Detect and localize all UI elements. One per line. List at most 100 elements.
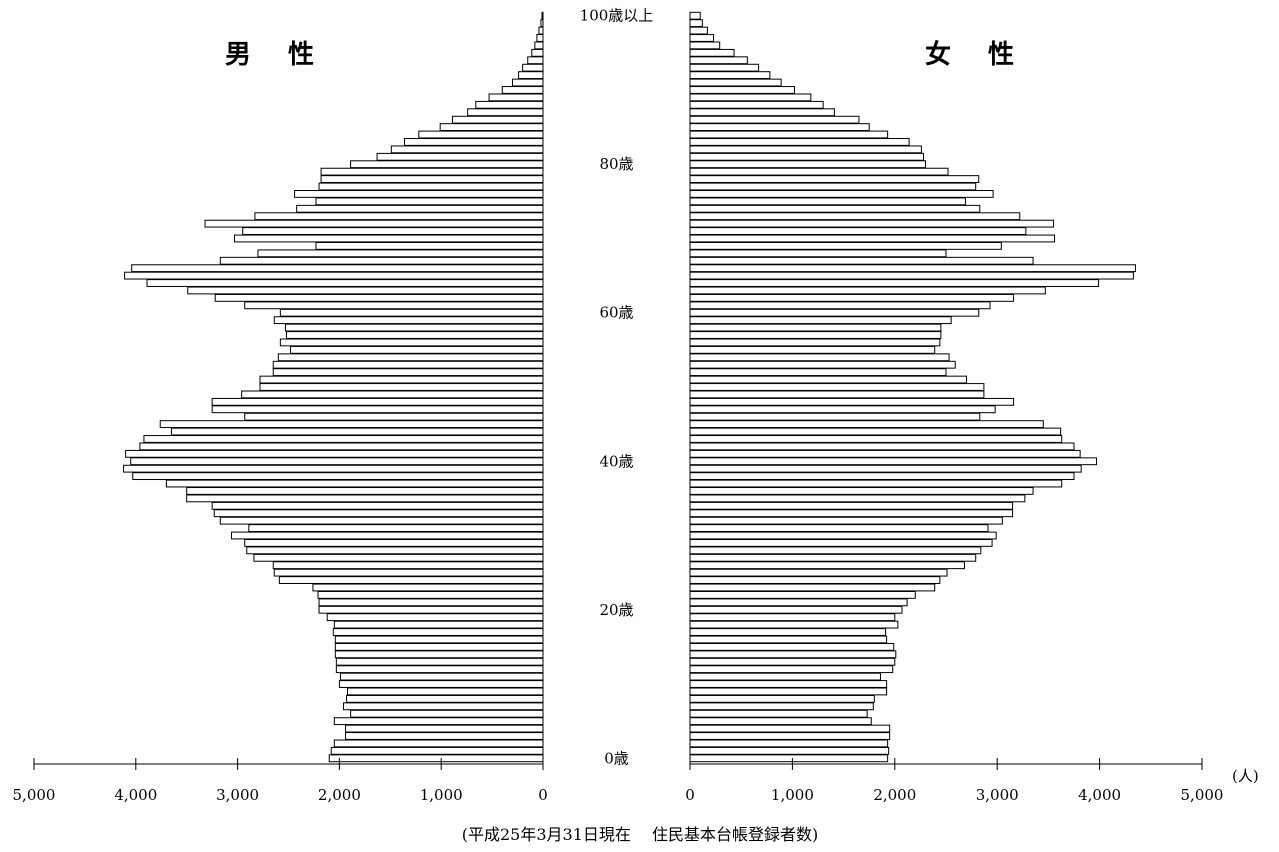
male-bar-age-30 — [230, 531, 544, 540]
female-bars — [689, 11, 1136, 763]
age-label-80: 80歳 — [599, 155, 633, 173]
female-bar-age-15 — [689, 642, 895, 651]
male-bar-age-62 — [214, 293, 544, 302]
female-bar-age-31 — [689, 524, 989, 532]
male-tick-label: 1,000 — [420, 786, 463, 804]
male-bar-age-24 — [278, 576, 544, 584]
female-bar-age-62 — [689, 293, 1015, 302]
female-bar-age-10 — [689, 680, 888, 688]
male-bar-age-32 — [219, 516, 544, 525]
female-bar-age-82 — [689, 145, 922, 154]
female-bar-age-55 — [689, 345, 936, 354]
male-bar-age-89 — [488, 93, 544, 102]
male-bar-age-8 — [346, 694, 544, 703]
male-bar-age-93 — [522, 63, 544, 72]
male-bar-age-76 — [294, 190, 544, 198]
female-bar-age-26 — [689, 561, 965, 570]
female-bar-age-9 — [689, 687, 888, 696]
male-bar-age-90 — [501, 86, 544, 94]
male-bar-age-36 — [186, 487, 544, 495]
age-label-60: 60歳 — [599, 304, 633, 322]
male-bar-age-55 — [290, 345, 544, 354]
female-bar-age-81 — [689, 152, 924, 161]
female-bar-age-2 — [689, 739, 889, 748]
female-bar-age-35 — [689, 494, 1026, 503]
male-bar-age-41 — [125, 449, 544, 458]
female-bar-age-22 — [689, 591, 916, 599]
male-bar-age-53 — [272, 360, 544, 369]
male-bar-age-52 — [272, 368, 544, 377]
female-bar-age-45 — [689, 420, 1044, 429]
male-bar-age-77 — [318, 182, 544, 191]
female-bar-age-42 — [689, 442, 1075, 451]
female-bar-age-57 — [689, 331, 942, 339]
male-bar-age-23 — [312, 583, 544, 592]
female-bar-age-83 — [689, 138, 910, 146]
male-tick-label: 4,000 — [114, 786, 157, 804]
female-bar-age-74 — [689, 204, 981, 213]
female-bar-age-71 — [689, 227, 1027, 235]
female-bar-age-98 — [689, 26, 708, 35]
female-bar-age-77 — [689, 182, 977, 191]
male-bar-age-4 — [345, 724, 544, 733]
female-bar-age-97 — [689, 34, 715, 42]
female-tick-label: 4,000 — [1078, 786, 1121, 804]
female-bar-age-0 — [689, 754, 889, 763]
female-bar-age-50 — [689, 383, 985, 391]
male-bar-age-72 — [204, 219, 544, 228]
female-bar-age-63 — [689, 286, 1046, 295]
male-bar-age-35 — [186, 494, 544, 503]
female-bar-age-30 — [689, 531, 997, 540]
female-title: 女 性 — [925, 39, 1028, 70]
male-bar-age-81 — [376, 152, 544, 161]
male-bar-age-39 — [123, 464, 544, 473]
female-bar-age-33 — [689, 509, 1014, 518]
male-bar-age-0 — [328, 754, 544, 763]
male-bar-age-96 — [534, 41, 544, 50]
male-bar-age-80 — [350, 160, 544, 169]
male-bar-age-92 — [518, 71, 544, 80]
female-bar-age-17 — [689, 628, 887, 636]
female-tick-label: 0 — [685, 786, 695, 804]
female-bar-age-80 — [689, 160, 927, 169]
male-bar-age-3 — [345, 732, 544, 740]
male-bar-age-45 — [159, 420, 544, 429]
male-bar-age-70 — [234, 234, 544, 243]
male-bar-age-25 — [273, 568, 544, 577]
female-bar-age-95 — [689, 48, 735, 57]
male-bar-age-6 — [350, 709, 544, 718]
female-bar-age-94 — [689, 56, 748, 65]
male-bar-age-44 — [170, 427, 544, 436]
female-bar-age-39 — [689, 464, 1082, 473]
male-bar-age-18 — [333, 620, 544, 629]
female-bar-age-51 — [689, 375, 967, 384]
female-bar-age-43 — [689, 435, 1063, 443]
male-bar-age-16 — [334, 635, 544, 644]
female-bar-age-19 — [689, 613, 896, 622]
male-bar-age-26 — [272, 561, 544, 570]
male-bar-age-83 — [404, 138, 544, 146]
age-label-40: 40歳 — [599, 452, 633, 470]
female-bar-age-90 — [689, 86, 795, 94]
male-bar-age-91 — [511, 78, 544, 87]
female-bar-age-79 — [689, 167, 949, 176]
female-bar-age-93 — [689, 63, 760, 72]
male-bars — [123, 11, 544, 763]
female-bar-age-1 — [689, 746, 890, 755]
male-bar-age-7 — [342, 702, 544, 711]
female-bar-age-46 — [689, 412, 981, 421]
female-bar-age-48 — [689, 397, 1015, 406]
male-bar-age-9 — [347, 687, 544, 696]
male-bar-age-60 — [279, 308, 544, 317]
female-bar-age-65 — [689, 271, 1134, 280]
male-tick-label: 5,000 — [13, 786, 56, 804]
male-bar-age-21 — [318, 598, 544, 607]
female-bar-age-73 — [689, 212, 1021, 221]
female-bar-age-64 — [689, 279, 1100, 287]
male-tick-label: 3,000 — [216, 786, 259, 804]
male-bar-age-29 — [244, 539, 544, 547]
male-bar-age-68 — [257, 249, 544, 258]
female-bar-age-60 — [689, 308, 980, 317]
male-bar-age-49 — [241, 390, 544, 399]
female-bar-age-54 — [689, 353, 950, 362]
